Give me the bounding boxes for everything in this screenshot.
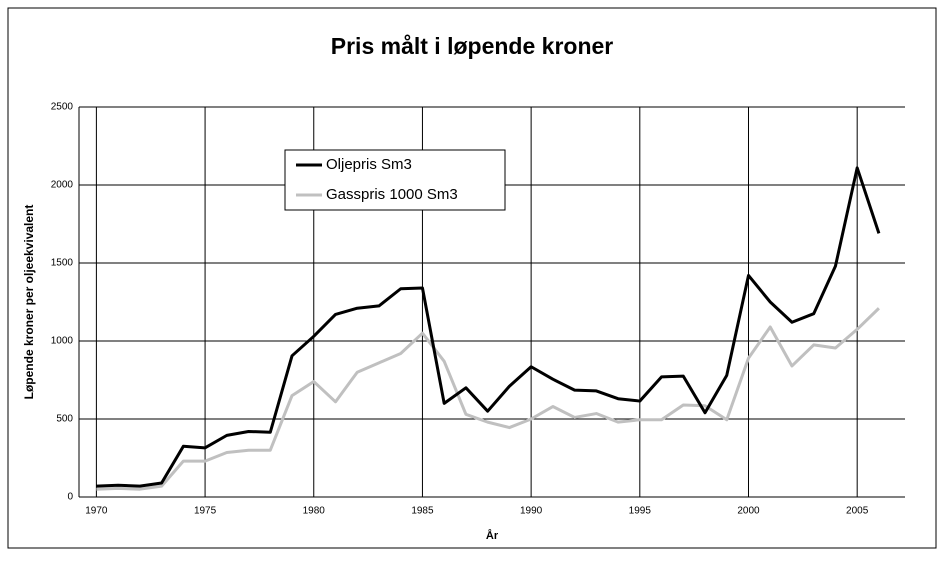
legend-box [284, 149, 506, 211]
y-tick-label: 1000 [51, 336, 74, 347]
x-tick-label: 1995 [629, 506, 652, 517]
legend-label: Oljepris Sm3 [326, 156, 412, 173]
chart-title: Pris målt i løpende kroner [331, 33, 614, 59]
y-tick-label: 0 [67, 492, 73, 503]
legend-label: Gasspris 1000 Sm3 [326, 186, 458, 203]
x-tick-label: 2005 [846, 506, 869, 517]
y-tick-label: 1500 [51, 258, 74, 269]
y-axis-label: Løpende kroner per oljeekvivalent [22, 205, 36, 400]
y-tick-label: 2000 [51, 180, 74, 191]
x-tick-label: 1970 [85, 506, 108, 517]
y-tick-label: 2500 [51, 102, 74, 113]
x-tick-label: 1980 [303, 506, 326, 517]
x-tick-label: 1990 [520, 506, 543, 517]
series-line [96, 307, 880, 491]
chart-border [7, 7, 937, 549]
x-tick-label: 2000 [737, 506, 760, 517]
y-tick-label: 500 [56, 414, 73, 425]
x-tick-label: 1985 [411, 506, 434, 517]
series-line [96, 166, 881, 488]
x-axis-label: År [486, 529, 499, 542]
x-tick-label: 1975 [194, 506, 217, 517]
